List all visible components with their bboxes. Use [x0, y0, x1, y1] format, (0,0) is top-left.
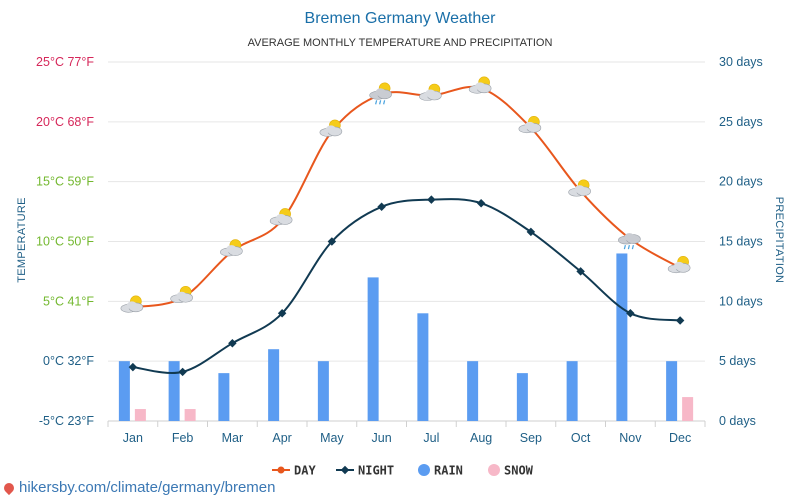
rain-bar [218, 373, 230, 421]
left-tick-label: -5°C 23°F [39, 414, 95, 428]
legend-item-day[interactable]: DAY [272, 464, 316, 478]
rain-bar [168, 361, 180, 421]
rain-bar [566, 361, 578, 421]
precipitation-bars [118, 253, 694, 421]
x-tick-label: Sep [520, 431, 542, 445]
right-tick-label: 20 days [719, 175, 763, 189]
night-point [178, 367, 187, 377]
svg-text:DAY: DAY [294, 464, 316, 478]
night-point [228, 338, 237, 348]
cloudy-sun-icon [120, 295, 144, 313]
rain-bar [467, 361, 479, 421]
right-tick-label: 5 days [719, 354, 756, 368]
left-axis-title: TEMPERATURE [16, 197, 28, 283]
x-tick-label: Oct [571, 431, 591, 445]
cloudy-sun-icon [518, 116, 542, 134]
right-axis-title: PRECIPITATION [773, 197, 785, 284]
rain-bar [317, 361, 329, 421]
night-point [476, 198, 486, 208]
legend: DAY NIGHT RAIN SNOW [272, 464, 534, 478]
rain-bar [367, 277, 379, 421]
cloudy-sun-icon [269, 208, 293, 226]
left-tick-label: 5°C 41°F [43, 294, 94, 308]
rain-bar [666, 361, 678, 421]
x-tick-label: Feb [172, 431, 194, 445]
footer-text: hikersby.com/climate/germany/bremen [19, 479, 276, 496]
right-tick-label: 15 days [719, 235, 763, 249]
legend-item-night[interactable]: NIGHT [336, 464, 394, 478]
cloudy-sun-icon [319, 119, 343, 137]
night-point [576, 267, 585, 276]
right-tick-label: 25 days [719, 115, 763, 129]
cloudy-sun-icon [419, 83, 442, 101]
x-tick-label: Nov [619, 431, 642, 445]
weather-icons [120, 76, 691, 313]
cloudy-sun-icon [667, 256, 691, 274]
svg-text:SNOW: SNOW [504, 464, 534, 478]
left-tick-label: 15°C 59°F [36, 175, 94, 189]
cloudy-sun-icon [468, 76, 492, 94]
rain-cloud-icon [618, 233, 641, 250]
day-line [132, 86, 681, 309]
right-tick-label: 10 days [719, 294, 763, 308]
left-tick-label: 25°C 77°F [36, 55, 94, 69]
night-point [377, 202, 386, 212]
right-tick-label: 30 days [719, 55, 763, 69]
legend-item-snow[interactable]: SNOW [488, 464, 534, 478]
cloudy-sun-icon [220, 239, 243, 257]
footer-link[interactable]: hikersby.com/climate/germany/bremen [1, 479, 276, 496]
rain-bar [268, 349, 280, 421]
x-tick-label: Mar [222, 431, 244, 445]
svg-text:RAIN: RAIN [434, 464, 463, 478]
night-point [427, 195, 436, 204]
x-tick-label: Jun [372, 431, 392, 445]
night-line [132, 198, 681, 374]
x-tick-label: Apr [272, 431, 291, 445]
chart-subtitle: AVERAGE MONTHLY TEMPERATURE AND PRECIPIT… [248, 37, 553, 49]
rain-bar [616, 253, 628, 421]
x-tick-label: Jan [123, 431, 143, 445]
night-point [277, 309, 287, 318]
night-point [626, 309, 635, 318]
snow-bar [682, 397, 694, 421]
grid-lines [107, 61, 706, 427]
night-point [675, 316, 685, 325]
legend-item-rain[interactable]: RAIN [418, 464, 463, 478]
cloudy-sun-icon [170, 285, 193, 304]
snow-bar [134, 409, 146, 421]
chart-title: Bremen Germany Weather [305, 10, 497, 27]
x-tick-label: Aug [470, 431, 492, 445]
x-tick-label: Jul [423, 431, 439, 445]
svg-text:NIGHT: NIGHT [358, 464, 394, 478]
left-tick-label: 20°C 68°F [36, 115, 94, 129]
rain-bar [516, 373, 528, 421]
right-axis-ticks: 0 days 5 days 10 days 15 days 20 days 25 days… [719, 55, 763, 428]
rain-bar [118, 361, 130, 421]
location-pin-icon [1, 480, 17, 496]
left-axis-ticks: -5°C 23°F 0°C 32°F 5°C 41°F 10°C 50°F 15°C 5… [36, 55, 94, 428]
night-point [327, 237, 337, 246]
night-point [128, 362, 138, 372]
rain-bar [417, 313, 429, 421]
cloudy-sun-icon [568, 179, 591, 197]
right-tick-label: 0 days [719, 414, 756, 428]
rain-sun-icon [369, 82, 392, 105]
x-axis-ticks: Jan Feb Mar Apr May Jun Jul Aug Sep Oct Nov Dec [123, 431, 691, 445]
left-tick-label: 0°C 32°F [43, 354, 94, 368]
temperature-lines [128, 86, 685, 377]
x-tick-label: Dec [669, 431, 691, 445]
x-tick-label: May [320, 431, 344, 445]
snow-bar [184, 409, 196, 421]
left-tick-label: 10°C 50°F [36, 235, 94, 249]
